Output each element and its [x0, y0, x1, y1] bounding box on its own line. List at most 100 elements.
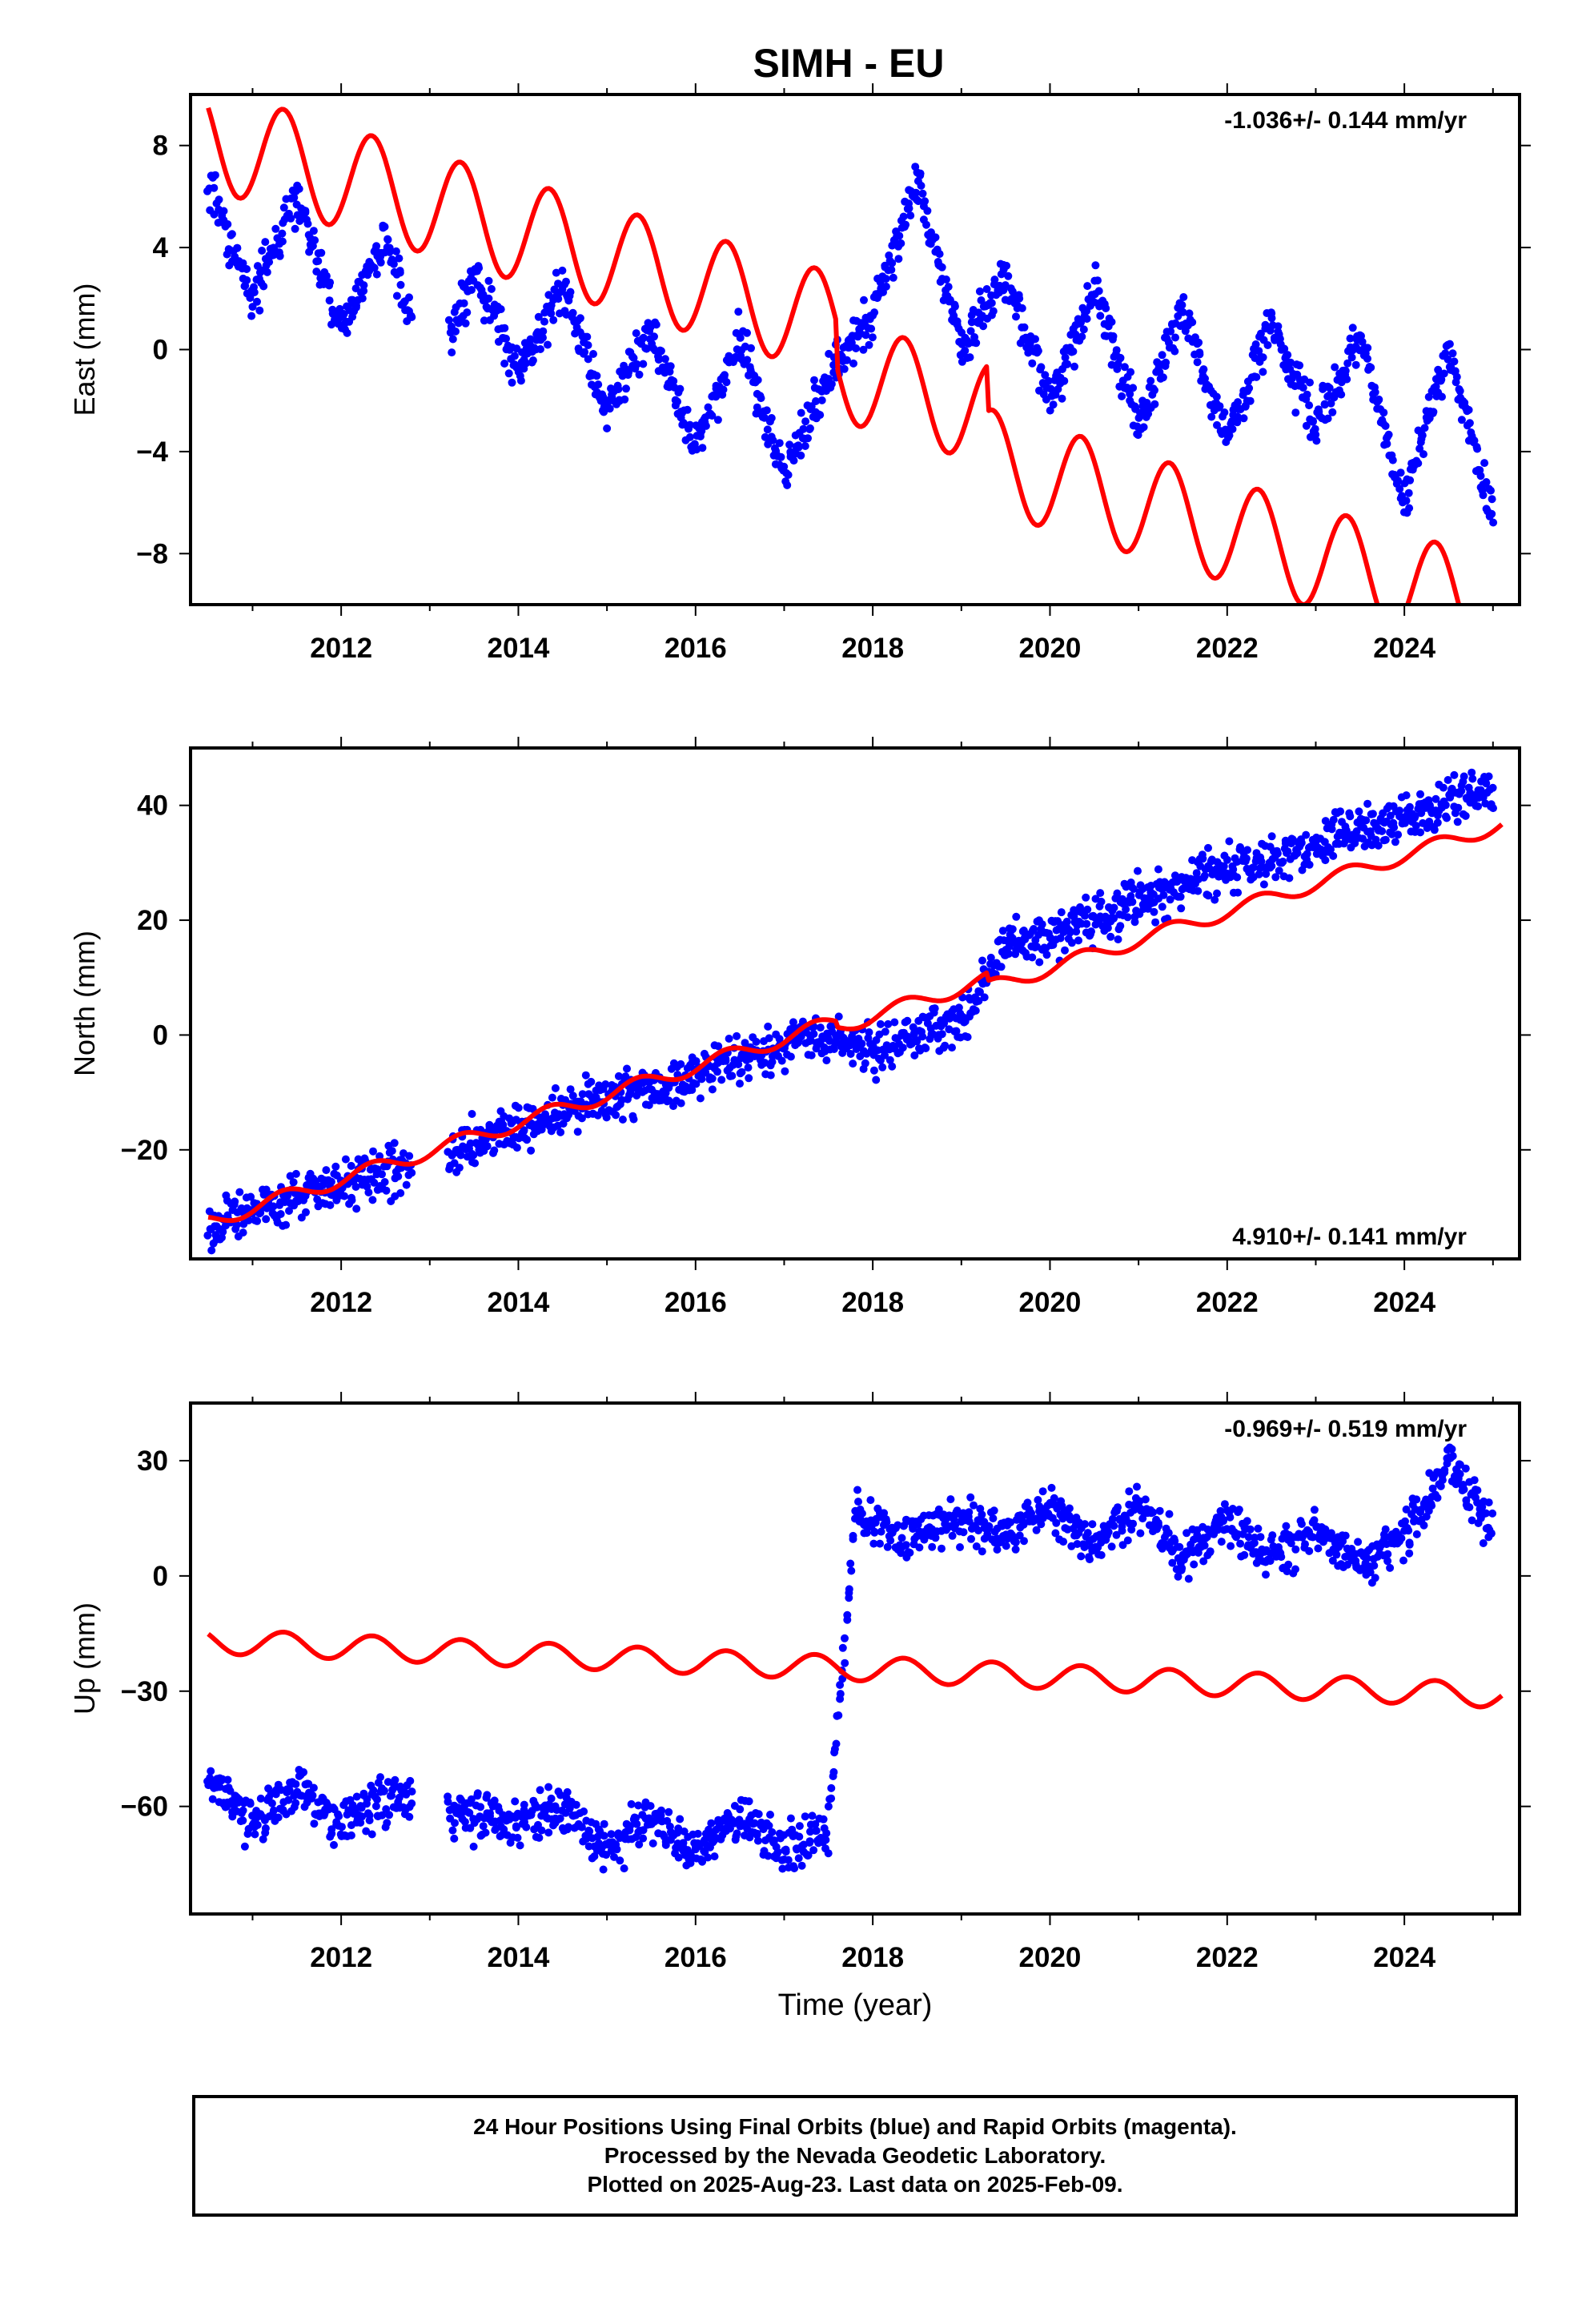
up-point	[1404, 1526, 1413, 1535]
north-y-tick-label: 20	[137, 905, 168, 936]
up-point	[481, 1828, 490, 1837]
up-point	[795, 1832, 804, 1841]
up-point	[1047, 1483, 1056, 1492]
up-point	[1141, 1495, 1150, 1504]
north-point	[948, 1043, 956, 1052]
east-point	[1306, 378, 1314, 387]
east-y-axis-label: East (mm)	[68, 283, 101, 416]
east-point	[1457, 416, 1466, 424]
up-point	[869, 1539, 878, 1548]
north-point	[885, 1055, 894, 1064]
north-point	[1329, 815, 1338, 824]
up-point	[1310, 1506, 1319, 1514]
north-point	[1082, 893, 1090, 902]
north-point	[1257, 857, 1266, 866]
north-point	[1416, 828, 1424, 837]
up-point	[585, 1827, 594, 1835]
north-point	[408, 1168, 416, 1177]
up-point	[632, 1814, 640, 1823]
up-point	[1182, 1529, 1191, 1538]
up-point	[883, 1542, 892, 1551]
east-point	[1438, 392, 1446, 401]
north-point	[1213, 889, 1221, 898]
east-point	[1246, 396, 1255, 405]
up-point	[1214, 1526, 1223, 1534]
up-y-ticks	[179, 1459, 1531, 1807]
up-point	[897, 1549, 905, 1558]
up-point	[846, 1559, 855, 1568]
up-point	[223, 1775, 232, 1784]
east-point	[1252, 372, 1261, 381]
east-point	[632, 329, 640, 338]
north-point	[878, 1063, 887, 1072]
up-point	[1487, 1529, 1496, 1538]
east-point	[444, 316, 453, 324]
east-model-curve	[206, 107, 1462, 605]
up-point	[693, 1829, 702, 1838]
north-point	[1194, 887, 1203, 895]
east-point	[1170, 347, 1179, 356]
north-point	[1423, 824, 1431, 832]
up-point	[1427, 1502, 1436, 1510]
east-point	[966, 353, 974, 362]
north-point	[1484, 772, 1493, 781]
north-point	[1081, 911, 1089, 920]
north-point	[1176, 892, 1185, 901]
east-point	[810, 376, 818, 384]
east-point	[794, 443, 803, 452]
north-point	[1302, 830, 1311, 839]
north-point	[764, 1022, 773, 1031]
north-point	[692, 1057, 701, 1066]
up-point	[291, 1779, 300, 1788]
east-point	[326, 278, 335, 287]
east-point	[314, 257, 323, 265]
up-point	[794, 1854, 803, 1863]
east-point	[906, 211, 915, 220]
up-point	[1097, 1550, 1106, 1559]
north-point	[1378, 826, 1387, 835]
north-point	[997, 963, 1006, 971]
north-point	[1110, 914, 1118, 923]
up-point	[1363, 1554, 1371, 1562]
north-point	[1106, 932, 1115, 941]
east-point	[1311, 424, 1319, 433]
north-point	[881, 1051, 889, 1059]
up-point	[1125, 1487, 1134, 1496]
up-point	[753, 1836, 762, 1845]
north-point	[1166, 895, 1174, 904]
up-point	[1227, 1542, 1235, 1550]
up-point	[347, 1831, 355, 1839]
up-point	[733, 1829, 741, 1838]
up-point	[1246, 1525, 1255, 1534]
footer-box: 24 Hour Positions Using Final Orbits (bl…	[192, 2095, 1518, 2217]
east-point	[656, 347, 665, 356]
east-x-tick-label: 2020	[1019, 633, 1082, 664]
north-point	[578, 1090, 587, 1099]
up-point	[972, 1542, 981, 1550]
east-point	[652, 320, 661, 329]
east-point	[1028, 359, 1037, 368]
up-point	[853, 1486, 861, 1494]
up-point	[1165, 1510, 1174, 1518]
north-point	[865, 1028, 873, 1036]
north-point	[1116, 922, 1125, 931]
east-point	[763, 425, 772, 434]
east-point	[923, 207, 932, 215]
up-point	[901, 1541, 910, 1550]
up-point	[965, 1508, 974, 1517]
footer-line-2: Processed by the Nevada Geodetic Laborat…	[604, 2143, 1106, 2168]
north-point	[1243, 846, 1251, 854]
up-point	[1083, 1529, 1092, 1538]
north-point	[1468, 768, 1476, 777]
up-point	[753, 1829, 761, 1838]
north-x-tick-label: 2012	[310, 1287, 372, 1318]
north-point	[1305, 860, 1314, 869]
up-point	[369, 1786, 378, 1795]
up-point	[256, 1794, 265, 1803]
up-point	[599, 1865, 608, 1874]
north-point	[556, 1128, 565, 1136]
north-point	[1038, 920, 1046, 929]
east-point	[801, 442, 809, 450]
up-point	[1219, 1515, 1228, 1524]
up-point	[620, 1864, 628, 1873]
